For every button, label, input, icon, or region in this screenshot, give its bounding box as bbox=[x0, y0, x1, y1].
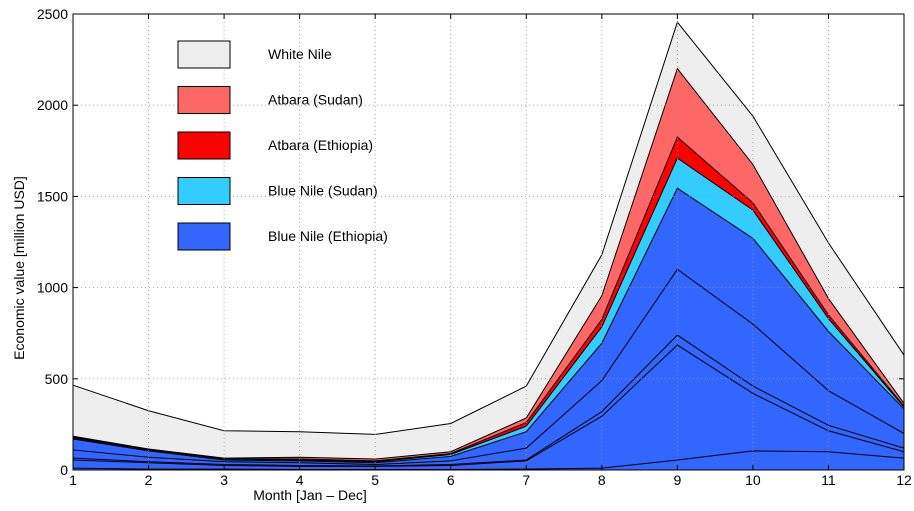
y-tick-label: 2000 bbox=[37, 97, 68, 113]
x-tick-label: 1 bbox=[69, 472, 77, 488]
legend-swatch-blue-nile-sudan bbox=[178, 178, 230, 205]
x-tick-label: 12 bbox=[896, 472, 912, 488]
x-tick-label: 8 bbox=[598, 472, 606, 488]
y-tick-label: 500 bbox=[45, 371, 69, 387]
legend-swatch-blue-nile-ethiopia bbox=[178, 223, 230, 250]
y-tick-label: 2500 bbox=[37, 6, 68, 22]
legend-label-white-nile: White Nile bbox=[268, 46, 332, 62]
legend-label-blue-nile-ethiopia: Blue Nile (Ethiopia) bbox=[268, 228, 388, 244]
x-tick-label: 6 bbox=[447, 472, 455, 488]
y-axis-label: Economic value [million USD] bbox=[11, 176, 27, 360]
legend-swatch-atbara-ethiopia bbox=[178, 132, 230, 159]
y-tick-label: 0 bbox=[60, 462, 68, 478]
x-tick-label: 2 bbox=[145, 472, 153, 488]
legend-swatch-white-nile bbox=[178, 41, 230, 68]
x-tick-label: 5 bbox=[371, 472, 379, 488]
y-tick-label: 1500 bbox=[37, 188, 68, 204]
x-tick-label: 4 bbox=[296, 472, 304, 488]
legend-label-blue-nile-sudan: Blue Nile (Sudan) bbox=[268, 183, 378, 199]
x-tick-label: 7 bbox=[522, 472, 530, 488]
x-axis-label: Month [Jan – Dec] bbox=[253, 487, 367, 503]
x-tick-label: 3 bbox=[220, 472, 228, 488]
legend-swatch-atbara-sudan bbox=[178, 87, 230, 114]
x-tick-label: 11 bbox=[821, 472, 836, 488]
y-tick-label: 1000 bbox=[37, 280, 68, 296]
legend-label-atbara-ethiopia: Atbara (Ethiopia) bbox=[268, 137, 373, 153]
x-tick-label: 9 bbox=[673, 472, 681, 488]
x-tick-label: 10 bbox=[745, 472, 761, 488]
legend-label-atbara-sudan: Atbara (Sudan) bbox=[268, 92, 363, 108]
